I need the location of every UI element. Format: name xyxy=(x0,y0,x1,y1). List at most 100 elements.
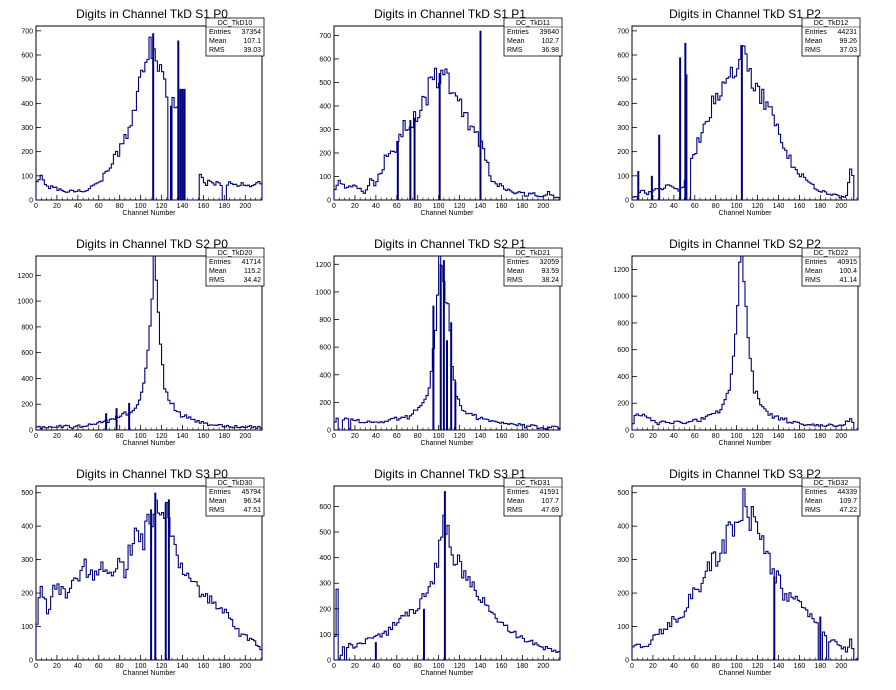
stats-value: 115.2 xyxy=(244,268,261,275)
histogram-spike xyxy=(167,499,170,660)
histogram-spike xyxy=(432,305,435,430)
y-tick-label: 600 xyxy=(617,347,629,354)
stats-label: Mean xyxy=(209,268,227,275)
y-tick-label: 600 xyxy=(21,53,33,60)
stats-label: Mean xyxy=(209,498,227,505)
y-tick-label: 600 xyxy=(21,350,33,357)
chart-title: Digits in Channel TkD S3 P1 xyxy=(374,467,526,481)
stats-name: DC_TkD10 xyxy=(218,20,253,27)
x-tick-label: 120 xyxy=(752,663,764,670)
histogram-series xyxy=(333,514,561,661)
stats-value: 47.22 xyxy=(839,507,857,514)
y-tick-label: 500 xyxy=(21,490,33,497)
stats-value: 41.14 xyxy=(839,277,857,284)
chart-title: Digits in Channel TkD S1 P2 xyxy=(669,7,821,21)
y-tick-label: 200 xyxy=(617,401,629,408)
x-tick-label: 160 xyxy=(198,433,210,440)
y-tick-label: 300 xyxy=(319,127,331,134)
x-tick-label: 180 xyxy=(516,203,528,210)
x-tick-label: 100 xyxy=(433,433,445,440)
x-tick-label: 20 xyxy=(649,433,657,440)
stats-value: 93.59 xyxy=(541,268,559,275)
x-tick-label: 40 xyxy=(372,433,380,440)
stats-value: 32059 xyxy=(540,259,560,266)
x-tick-label: 40 xyxy=(74,663,82,670)
x-tick-label: 20 xyxy=(351,203,359,210)
y-tick-label: 0 xyxy=(327,428,331,435)
x-tick-label: 120 xyxy=(752,203,764,210)
stats-box xyxy=(503,17,563,57)
stats-label: Mean xyxy=(507,38,525,45)
plot-frame xyxy=(35,485,263,661)
y-tick-label: 100 xyxy=(319,174,331,181)
histogram-panel: Digits in Channel TkD S3 P1 0 20 40 60 80 100 1… xyxy=(319,467,563,677)
stats-label: RMS xyxy=(805,507,821,514)
y-tick-label: 1200 xyxy=(613,267,629,274)
x-tick-label: 140 xyxy=(177,663,189,670)
x-tick-label: 100 xyxy=(731,663,743,670)
y-tick-label: 0 xyxy=(625,198,629,205)
x-tick-label: 160 xyxy=(496,663,508,670)
x-tick-label: 120 xyxy=(454,203,466,210)
histogram-series xyxy=(333,255,561,431)
x-axis-label: Channel Number xyxy=(719,210,773,217)
stats-value: 99.26 xyxy=(839,38,857,45)
y-tick-label: 300 xyxy=(21,125,33,132)
x-tick-label: 20 xyxy=(351,663,359,670)
y-tick-label: 400 xyxy=(617,524,629,531)
x-tick-label: 20 xyxy=(351,433,359,440)
histogram-spike xyxy=(422,608,425,660)
y-tick-label: 400 xyxy=(617,374,629,381)
histogram-spike xyxy=(684,42,687,200)
histogram-spike xyxy=(446,340,448,430)
y-tick-label: 400 xyxy=(319,103,331,110)
histogram-panel: Digits in Channel TkD S1 P0 0 20 40 60 80 100 1… xyxy=(21,7,265,217)
x-tick-label: 180 xyxy=(814,433,826,440)
stats-label: RMS xyxy=(209,47,225,54)
x-tick-label: 60 xyxy=(95,433,103,440)
stats-label: Entries xyxy=(209,259,231,266)
histogram-spike xyxy=(442,260,445,430)
stats-label: RMS xyxy=(507,47,523,54)
stats-value: 96.54 xyxy=(243,498,261,505)
x-tick-label: 120 xyxy=(454,663,466,670)
histogram-panel: Digits in Channel TkD S3 P2 0 20 40 60 80 100 1… xyxy=(617,467,861,677)
stats-value: 39640 xyxy=(540,29,560,36)
x-tick-label: 40 xyxy=(670,663,678,670)
stats-box xyxy=(205,17,265,57)
histogram-spike xyxy=(438,73,441,200)
y-tick-label: 100 xyxy=(617,624,629,631)
stats-label: RMS xyxy=(209,277,225,284)
x-tick-label: 140 xyxy=(177,203,189,210)
x-tick-label: 140 xyxy=(475,203,487,210)
x-tick-label: 40 xyxy=(372,663,380,670)
histogram-spike xyxy=(637,171,640,200)
x-tick-label: 60 xyxy=(393,203,401,210)
y-tick-label: 1000 xyxy=(613,294,629,301)
x-tick-label: 60 xyxy=(393,663,401,670)
stats-value: 45794 xyxy=(242,489,262,496)
stats-value: 41591 xyxy=(540,489,560,496)
plot-frame xyxy=(35,25,263,201)
y-tick-label: 100 xyxy=(319,632,331,639)
y-tick-label: 1000 xyxy=(17,299,33,306)
histogram-spike xyxy=(115,408,118,430)
x-tick-label: 0 xyxy=(630,433,634,440)
histogram-spike xyxy=(479,30,482,201)
stats-label: RMS xyxy=(507,507,523,514)
chart-title: Digits in Channel TkD S3 P0 xyxy=(76,467,228,481)
x-tick-label: 140 xyxy=(773,203,785,210)
y-tick-label: 1200 xyxy=(315,262,331,269)
stats-value: 107.7 xyxy=(541,498,559,505)
stats-label: Entries xyxy=(507,29,529,36)
stats-name: DC_TkD21 xyxy=(516,250,551,257)
y-tick-label: 400 xyxy=(617,101,629,108)
histogram-spike xyxy=(181,88,184,200)
x-tick-label: 80 xyxy=(116,433,124,440)
x-tick-label: 100 xyxy=(731,433,743,440)
x-tick-label: 0 xyxy=(332,663,336,670)
histogram-spike xyxy=(374,642,377,660)
histogram-panel: Digits in Channel TkD S2 P2 0 20 40 60 80 100 1… xyxy=(613,237,861,447)
x-tick-label: 160 xyxy=(198,663,210,670)
y-tick-label: 300 xyxy=(617,557,629,564)
